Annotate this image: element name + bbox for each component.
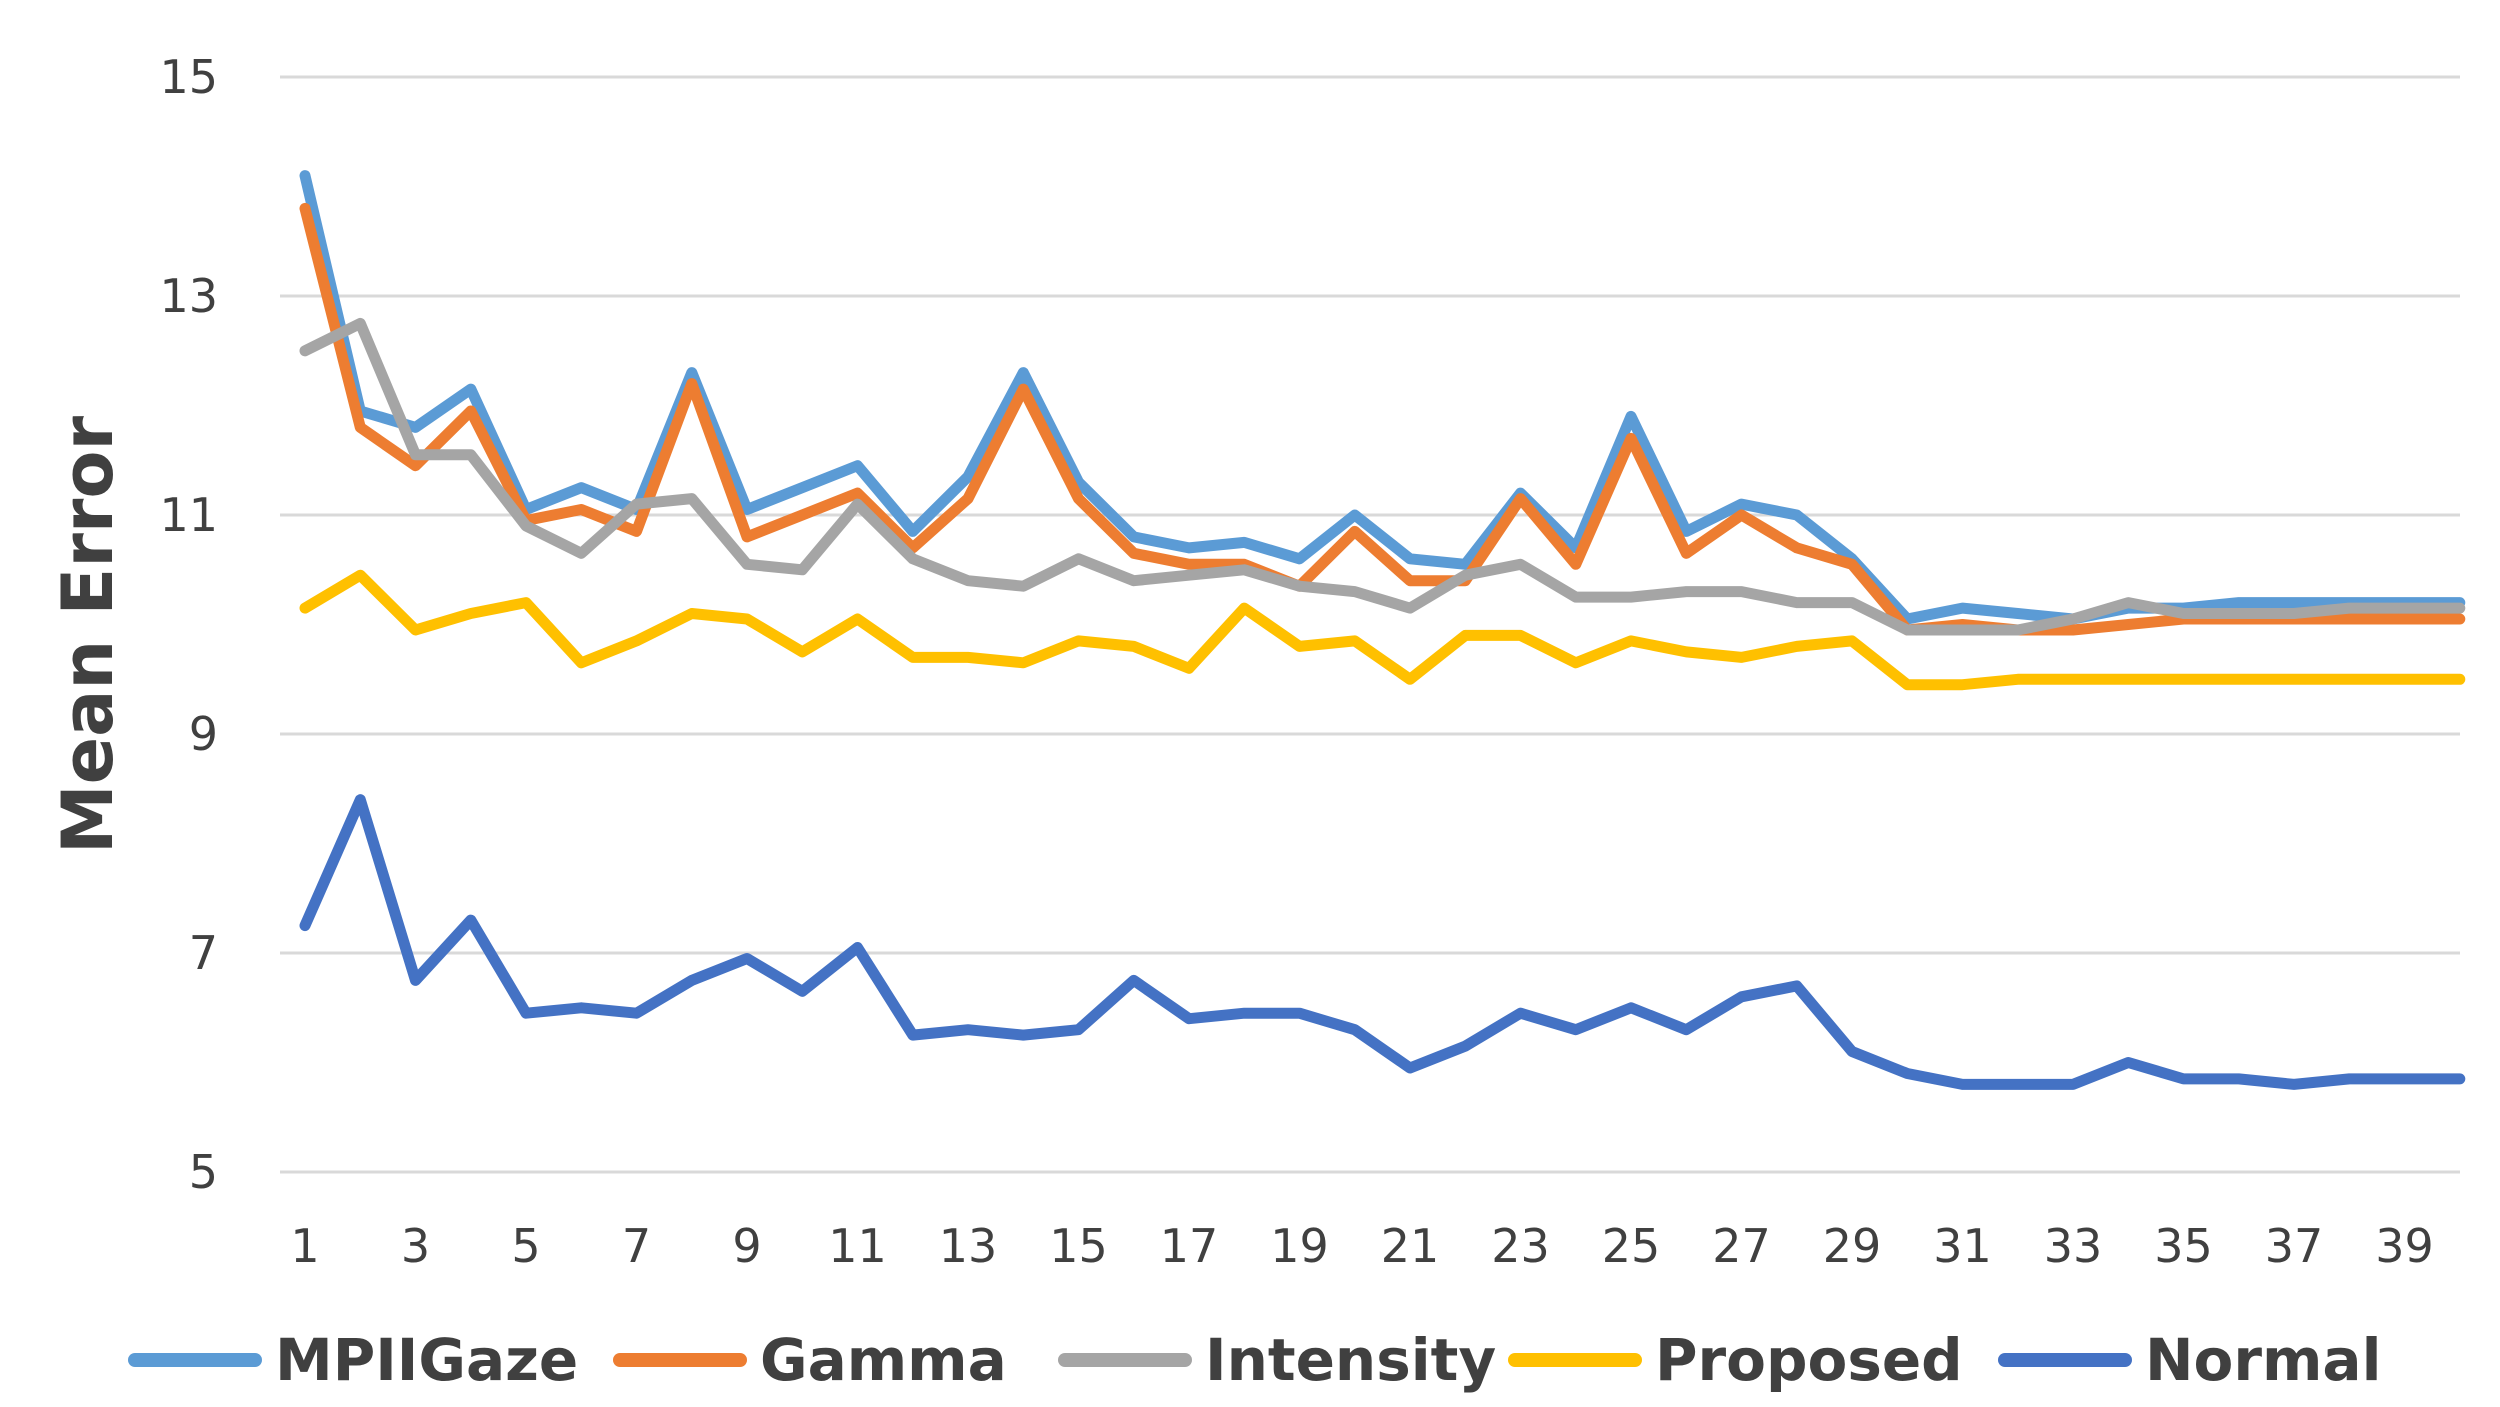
series-lines [299, 170, 2466, 1090]
y-tick-label: 7 [189, 926, 218, 980]
x-tick-label: 19 [1270, 1219, 1329, 1273]
x-tick-label: 31 [1933, 1219, 1992, 1273]
series-line-normal [299, 794, 2466, 1090]
series-line-intensity [299, 317, 2466, 636]
x-tick-label: 5 [511, 1219, 540, 1273]
x-tick-label: 21 [1381, 1219, 1440, 1273]
y-axis-label: Mean Error [47, 415, 129, 854]
x-tick-label: 35 [2154, 1219, 2213, 1273]
x-tick-label: 37 [2265, 1219, 2324, 1273]
legend-item-proposed: Proposed [1508, 1326, 1963, 1394]
y-tick-label: 15 [159, 50, 218, 104]
x-tick-label: 1 [290, 1219, 319, 1273]
y-tick-label: 11 [159, 488, 218, 542]
legend-item-normal: Normal [1998, 1326, 2381, 1394]
x-tick-label: 29 [1823, 1219, 1882, 1273]
x-tick-label: 39 [2375, 1219, 2434, 1273]
y-tick-label: 9 [189, 707, 218, 761]
x-tick-label: 13 [939, 1219, 998, 1273]
series-line-proposed [299, 569, 2466, 691]
x-tick-label: 17 [1160, 1219, 1219, 1273]
legend-item-mpiigaze: MPIIGaze [128, 1326, 578, 1394]
x-axis-ticks: 1 3 5 7 9 11 13 15 17 19 21 23 25 27 29 31 33 35 37 39 [290, 1219, 2433, 1273]
legend-label: Proposed [1655, 1326, 1963, 1394]
x-tick-label: 9 [732, 1219, 761, 1273]
legend-label: Intensity [1205, 1326, 1496, 1394]
x-tick-label: 15 [1049, 1219, 1108, 1273]
y-axis-ticks: 5 7 9 11 13 15 [159, 50, 218, 1199]
legend-label: Normal [2145, 1326, 2381, 1394]
x-tick-label: 27 [1712, 1219, 1771, 1273]
legend-item-gamma: Gamma [613, 1326, 1007, 1394]
x-tick-label: 11 [828, 1219, 887, 1273]
x-tick-label: 33 [2044, 1219, 2103, 1273]
series-line-gamma [299, 202, 2466, 636]
legend-label: Gamma [760, 1326, 1007, 1394]
y-tick-label: 5 [189, 1145, 218, 1199]
legend-item-intensity: Intensity [1058, 1326, 1496, 1394]
y-tick-label: 13 [159, 269, 218, 323]
x-tick-label: 3 [401, 1219, 430, 1273]
x-tick-label: 23 [1491, 1219, 1550, 1273]
legend: MPIIGaze Gamma Intensity Proposed Normal [128, 1326, 2381, 1394]
x-tick-label: 25 [1602, 1219, 1661, 1273]
x-tick-label: 7 [622, 1219, 651, 1273]
legend-label: MPIIGaze [275, 1326, 578, 1394]
